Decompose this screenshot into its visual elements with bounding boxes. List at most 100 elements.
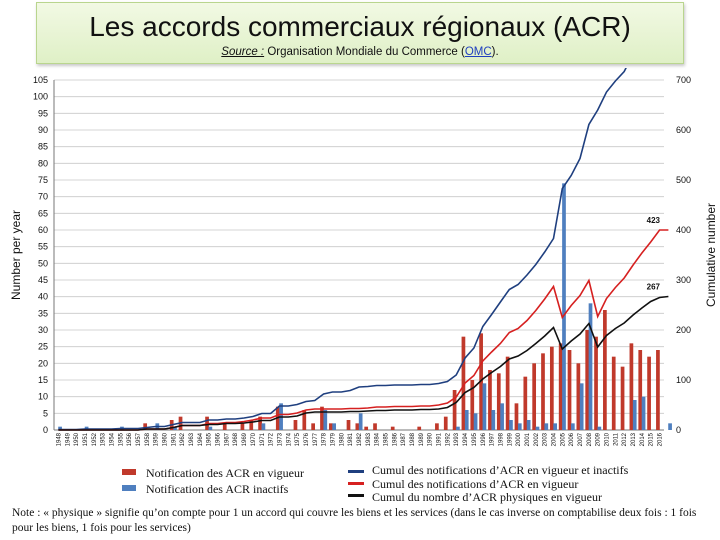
bar-active [656,350,660,430]
bar-inactive [517,423,522,430]
x-tick-year: 1967 [224,432,230,446]
bar-inactive [473,413,478,430]
x-tick-year: 1984 [375,432,381,446]
bar-inactive [597,426,602,430]
x-tick-year: 1998 [498,432,504,446]
y-tick-left: 100 [33,92,48,102]
bar-active [603,310,607,430]
y-tick-left: 105 [33,75,48,85]
y-axis-title-right: Cumulative number [704,203,718,307]
y-tick-left: 10 [38,392,48,402]
x-tick-year: 1962 [180,432,186,446]
x-tick-year: 1953 [101,432,107,446]
legend-label-line-active: Cumul des notifications d’ACR en vigueur [372,477,579,491]
x-tick-year: 1959 [154,432,160,446]
legend-swatch-line-active [348,482,364,485]
x-tick-year: 2016 [658,432,664,446]
legend-swatch-line-physical [348,494,364,497]
x-tick-year: 1968 [233,432,239,446]
source-text: Organisation Mondiale du Commerce ( [264,46,465,58]
bar-inactive [456,426,460,430]
y-tick-right: 500 [676,175,691,185]
bar-active [470,380,475,430]
bar-active [585,330,590,430]
y-tick-right: 700 [676,75,691,85]
x-tick-year: 1965 [207,432,213,446]
source-link[interactable]: OMC [464,46,492,58]
x-tick-year: 2002 [534,432,540,446]
bar-inactive [544,423,549,430]
bar-active [249,420,254,430]
x-tick-year: 1963 [189,432,195,446]
bar-inactive [562,183,566,430]
x-tick-year: 1969 [242,432,248,446]
y-tick-left: 50 [38,258,48,268]
bar-active [558,343,563,430]
bar-active [488,370,492,430]
y-tick-right: 600 [676,125,691,135]
bar-active [364,426,369,430]
x-tick-year: 2013 [631,432,637,446]
x-tick-year: 1981 [348,432,354,446]
bar-inactive [464,410,469,430]
y-tick-right: 400 [676,225,691,235]
y-axis-title-left: Number per year [9,210,23,300]
x-tick-year: 1994 [463,432,469,446]
bar-active [311,423,315,430]
y-tick-left: 60 [38,225,48,235]
y-tick-left: 85 [38,142,48,152]
bar-inactive [641,396,646,430]
page-title: Les accords commerciaux régionaux (ACR) [89,11,631,42]
y-tick-left: 65 [38,208,48,218]
bar-inactive [58,426,62,430]
x-tick-year: 1992 [445,432,451,446]
y-tick-left: 75 [38,175,48,185]
rta-chart: 0 5 10 15 20 25 30 35 40 45 50 55 60 65 70 75 80 85 90 95 10… [9,68,718,446]
source-label: Source : [221,46,265,58]
x-tick-year: 1960 [163,432,169,446]
bar-inactive [323,410,328,430]
legend-label-bars-active: Notification des ACR en vigueur [146,466,304,480]
bar-active [293,420,298,430]
bar-active [328,423,333,430]
x-tick-year: 2011 [613,432,619,446]
legend-label-line-physical: Cumul du nombre d’ACR physiques en vigue… [372,490,602,504]
y-tick-right: 0 [676,425,681,435]
y-tick-left: 95 [38,108,48,118]
x-tick-year: 2004 [552,432,558,446]
bar-active [452,390,457,430]
x-tick-year: 1955 [118,432,124,446]
x-tick-year: 1976 [304,432,310,446]
legend-label-line-total: Cumul des notifications d’ACR en vigueur… [372,463,629,477]
bar-inactive [491,410,496,430]
x-tick-year: 2015 [649,432,655,446]
y-tick-right: 300 [676,275,691,285]
bar-active [346,420,351,430]
bar-active [541,353,545,430]
y-tick-left: 70 [38,192,48,202]
x-tick-year: 1964 [198,432,204,446]
bar-inactive [579,383,584,430]
x-tick-year: 1983 [366,432,372,446]
bar-inactive [482,383,487,430]
bar-inactive [668,423,672,430]
x-tick-year: 1957 [136,432,142,446]
y-tick-left: 5 [43,408,48,418]
x-tick-year: 1973 [277,432,283,446]
bar-inactive [535,426,540,430]
x-tick-year: 2005 [560,432,566,446]
bar-active [435,423,439,430]
x-tick-year: 2001 [525,432,531,446]
bar-inactive [570,423,575,430]
bar-inactive [261,423,266,430]
x-tick-year: 1966 [216,432,222,446]
bar-active [320,406,324,430]
x-tick-year: 1949 [65,432,71,446]
bar-active [576,363,581,430]
bar-active [611,356,616,430]
x-tick-year: 2010 [605,432,611,446]
x-tick-year: 1991 [437,432,443,446]
x-tick-year: 1979 [331,432,337,446]
x-tick-year: 1954 [110,432,116,446]
x-tick-year: 1961 [171,432,177,446]
